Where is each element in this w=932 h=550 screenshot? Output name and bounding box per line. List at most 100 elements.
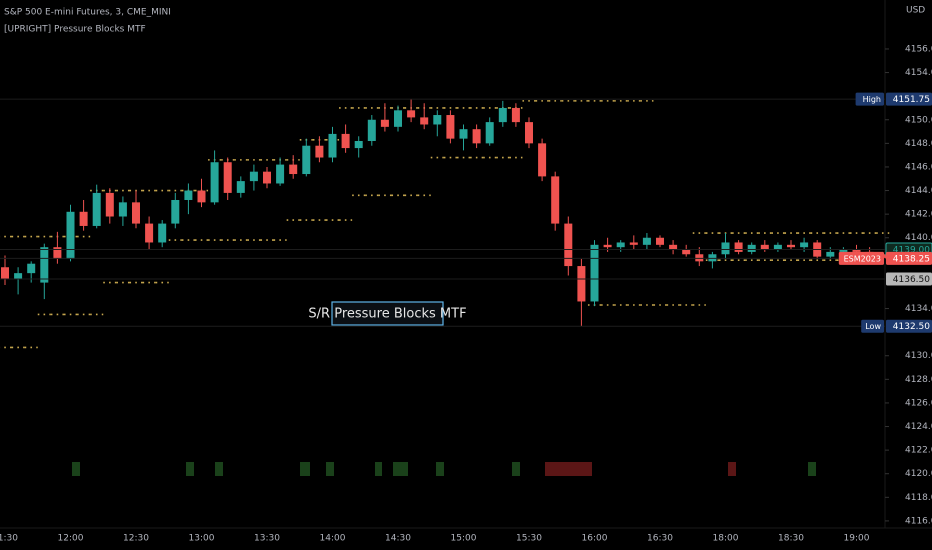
price-tag-name-box xyxy=(855,92,884,106)
candle-body xyxy=(616,242,625,248)
title-box xyxy=(331,301,444,326)
x-tick-label: 11:30 xyxy=(0,534,18,544)
candle-body xyxy=(538,143,547,177)
candle-body xyxy=(223,162,232,193)
candle-body xyxy=(171,199,180,224)
y-tick-label: 4148.00 xyxy=(905,139,932,149)
x-tick-label: 15:30 xyxy=(516,534,542,544)
x-tick-label: 16:00 xyxy=(582,534,608,544)
candle-body xyxy=(354,140,363,149)
candle-body xyxy=(145,223,154,243)
y-tick-label: 4142.00 xyxy=(905,210,932,220)
candle-body xyxy=(708,254,717,262)
y-tick-label: 4128.00 xyxy=(905,375,932,385)
price-tag-value: 4136.50 xyxy=(893,275,930,285)
signal-block xyxy=(186,462,194,476)
candle-body xyxy=(511,107,520,123)
candle-body xyxy=(53,247,62,259)
candle-body xyxy=(79,211,88,226)
candle-body xyxy=(132,202,140,224)
candle-body xyxy=(394,110,402,127)
candle-body xyxy=(695,254,704,262)
candle-body xyxy=(367,119,376,141)
signal-block xyxy=(72,462,80,476)
x-tick-label: 15:00 xyxy=(451,534,477,544)
price-tag-name: High xyxy=(863,95,881,104)
signal-block xyxy=(436,462,444,476)
signal-block xyxy=(545,462,592,476)
candle-body xyxy=(1,267,9,280)
y-tick-label: 4156.00 xyxy=(905,44,932,54)
candle-body xyxy=(603,244,612,248)
candle-body xyxy=(380,119,389,127)
candle-body xyxy=(669,244,678,250)
signal-blocks xyxy=(72,462,816,476)
candle-body xyxy=(551,176,560,224)
symbol-title: S&P 500 E-mini Futures, 3, CME_MINI xyxy=(4,8,171,18)
candle-body xyxy=(197,190,206,203)
x-tick-label: 12:00 xyxy=(58,534,84,544)
candle-body xyxy=(773,244,782,250)
signal-block xyxy=(512,462,520,476)
candle-body xyxy=(289,164,298,175)
candle-body xyxy=(577,266,586,302)
candle-body xyxy=(105,192,114,217)
candle-body xyxy=(525,122,533,144)
price-tag-name: Low xyxy=(865,322,881,331)
candle-body xyxy=(498,107,507,123)
price-tag-value: 4139.00 xyxy=(893,246,930,256)
candle-body xyxy=(760,244,769,250)
candle-body xyxy=(459,129,468,139)
x-tick-label: 13:30 xyxy=(254,534,280,544)
price-tag xyxy=(886,92,932,106)
x-tick-label: 14:30 xyxy=(385,534,411,544)
candle-body xyxy=(839,249,848,252)
price-tag-name-box xyxy=(838,251,884,265)
candle-body xyxy=(210,162,219,203)
candle-body xyxy=(800,242,809,248)
candle-body xyxy=(420,117,429,125)
x-tick-label: 19:00 xyxy=(844,534,870,544)
price-tag-value: 4151.75 xyxy=(893,95,930,105)
price-tag xyxy=(886,251,932,265)
signal-block xyxy=(326,462,334,476)
candle-body xyxy=(656,237,664,245)
signal-block xyxy=(393,462,408,476)
candle-body xyxy=(787,244,795,248)
candle-body xyxy=(472,129,481,144)
candle-body xyxy=(852,249,861,252)
price-tag xyxy=(886,272,932,286)
candle-body xyxy=(27,263,36,274)
y-tick-label: 4118.00 xyxy=(905,493,932,503)
price-tag xyxy=(886,319,932,333)
y-tick-label: 4134.00 xyxy=(905,304,932,314)
candle-body xyxy=(826,251,835,257)
candle-body xyxy=(682,249,691,255)
x-tick-label: 14:00 xyxy=(320,534,346,544)
price-tag-name: ESM2023 xyxy=(844,254,881,263)
candle-body xyxy=(158,223,167,243)
candle-body xyxy=(276,164,285,184)
candle-body xyxy=(328,133,337,158)
price-tag-value: 4138.25 xyxy=(893,254,930,264)
candle-body xyxy=(747,244,756,252)
price-tag-value: 4132.50 xyxy=(893,322,930,332)
candle-body xyxy=(66,211,75,259)
candle-body xyxy=(485,122,494,144)
y-tick-label: 4122.00 xyxy=(905,446,932,456)
y-tick-label: 4120.00 xyxy=(905,469,932,479)
signal-block xyxy=(808,462,816,476)
candle-body xyxy=(236,181,245,193)
signal-block xyxy=(215,462,223,476)
x-tick-label: 16:30 xyxy=(647,534,673,544)
candle-body xyxy=(721,242,730,255)
candle-body xyxy=(407,110,416,118)
candle-body xyxy=(118,202,127,217)
signal-block xyxy=(728,462,736,476)
candle-body xyxy=(590,244,599,302)
candle-body xyxy=(302,145,311,175)
candle-body xyxy=(184,190,193,200)
candle-body xyxy=(315,145,324,158)
